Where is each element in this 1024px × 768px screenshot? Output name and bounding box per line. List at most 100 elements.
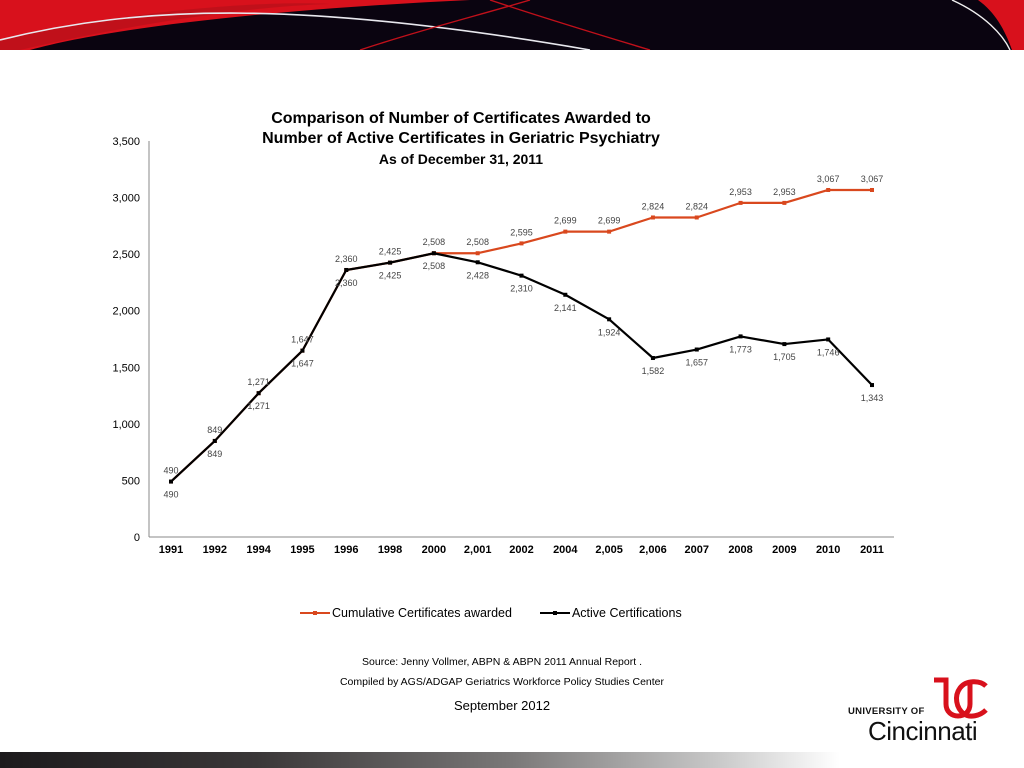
x-tick-label: 2009 xyxy=(772,544,796,556)
data-label-active: 1,657 xyxy=(685,358,708,368)
data-label-active: 1,746 xyxy=(817,347,840,357)
data-label-cumulative: 2,508 xyxy=(423,237,446,247)
x-tick-label: 1991 xyxy=(159,544,183,556)
x-tick-label: 2,006 xyxy=(639,544,667,556)
y-tick-label: 1,000 xyxy=(112,419,140,431)
data-label-active: 2,360 xyxy=(335,278,358,288)
data-point-cumulative xyxy=(870,187,874,192)
data-point-cumulative xyxy=(475,251,480,256)
logo-text-university-of: UNIVERSITY OF xyxy=(848,706,925,717)
chart-title-line-2: Number of Active Certificates in Geriatr… xyxy=(262,130,660,147)
data-label-cumulative: 2,425 xyxy=(379,247,402,257)
compiled-by-note: Compiled by AGS/ADGAP Geriatrics Workfor… xyxy=(339,676,665,688)
data-point-cumulative xyxy=(826,187,831,192)
data-point-active xyxy=(300,348,305,353)
chart-axes xyxy=(148,141,894,538)
data-point-active xyxy=(475,260,480,265)
x-tick-label: 1992 xyxy=(203,544,227,556)
data-point-cumulative xyxy=(650,215,655,220)
data-label-active: 2,425 xyxy=(379,271,402,281)
data-label-active: 1,343 xyxy=(861,393,884,403)
chart-series xyxy=(169,187,874,484)
data-point-active xyxy=(388,260,393,265)
chart-legend: Cumulative Certificates awarded Active C… xyxy=(300,606,710,620)
data-point-active xyxy=(169,479,173,484)
data-label-cumulative: 2,360 xyxy=(335,254,358,264)
data-point-cumulative xyxy=(519,241,524,246)
x-tick-label: 1995 xyxy=(290,544,314,556)
y-tick-label: 500 xyxy=(122,475,140,487)
x-tick-label: 2,005 xyxy=(595,544,623,556)
y-tick-label: 2,000 xyxy=(112,306,140,318)
legend-label-cumulative: Cumulative Certificates awarded xyxy=(332,606,512,620)
data-label-cumulative: 1,647 xyxy=(291,335,314,345)
x-tick-label: 1994 xyxy=(246,544,271,556)
y-tick-label: 1,500 xyxy=(112,362,140,374)
data-label-cumulative: 2,824 xyxy=(685,201,708,211)
data-label-cumulative: 2,953 xyxy=(773,187,796,197)
y-tick-label: 3,000 xyxy=(112,193,140,205)
y-tick-label: 3,500 xyxy=(112,136,140,148)
data-label-cumulative: 2,824 xyxy=(642,201,665,211)
data-label-active: 2,428 xyxy=(466,270,489,280)
x-tick-label: 2010 xyxy=(816,544,840,556)
uc-monogram-icon xyxy=(934,677,988,719)
y-axis-ticks: 0 500 1,000 1,500 2,000 2,500 3,000 3,500 xyxy=(112,136,140,544)
banner-swoosh-graphic xyxy=(0,0,1024,50)
data-label-active: 1,582 xyxy=(642,366,665,376)
data-point-cumulative xyxy=(694,215,699,220)
data-label-active: 1,705 xyxy=(773,352,796,362)
x-tick-label: 2011 xyxy=(860,544,884,556)
source-note: Source: Jenny Vollmer, ABPN & ABPN 2011 … xyxy=(362,656,642,668)
data-point-active xyxy=(782,342,787,347)
data-label-active: 1,773 xyxy=(729,344,752,354)
data-label-active: 1,924 xyxy=(598,327,621,337)
data-label-cumulative: 849 xyxy=(207,425,222,435)
x-axis-ticks: 1991 1992 1994 1995 1996 1998 2000 2,001 2002 200… xyxy=(159,544,884,556)
y-tick-label: 2,500 xyxy=(112,249,140,261)
x-tick-label: 2002 xyxy=(509,544,533,556)
x-tick-label: 1996 xyxy=(334,544,358,556)
x-tick-label: 2004 xyxy=(553,544,578,556)
chart-subtitle: As of December 31, 2011 xyxy=(378,151,544,167)
data-labels: 490 849 1,271 1,647 2,360 2,425 2,508 2,508 2,59… xyxy=(163,174,883,500)
date-note: September 2012 xyxy=(453,698,551,713)
data-point-active xyxy=(694,347,699,352)
logo-text-cincinnati: Cincinnati xyxy=(868,716,978,746)
data-label-active: 490 xyxy=(163,490,178,500)
x-tick-label: 2,001 xyxy=(464,544,492,556)
data-label-cumulative: 2,595 xyxy=(510,227,533,237)
y-tick-label: 0 xyxy=(134,532,140,544)
legend-label-active: Active Certifications xyxy=(571,606,682,620)
data-point-active xyxy=(826,337,831,342)
legend-swatch-active xyxy=(539,611,570,615)
header-banner xyxy=(0,0,1024,50)
data-label-active: 2,310 xyxy=(510,284,533,294)
data-label-cumulative: 2,508 xyxy=(466,237,489,247)
data-label-active: 2,508 xyxy=(423,261,446,271)
data-label-cumulative: 490 xyxy=(163,466,178,476)
x-tick-label: 2007 xyxy=(685,544,709,556)
legend-swatch-cumulative xyxy=(300,611,330,615)
data-point-active xyxy=(431,251,436,256)
legend-item-active: Active Certifications xyxy=(539,606,682,620)
data-point-cumulative xyxy=(607,229,612,234)
data-label-active: 2,141 xyxy=(554,303,577,313)
x-tick-label: 2000 xyxy=(422,544,446,556)
data-point-active xyxy=(519,273,524,278)
data-point-active xyxy=(650,356,655,361)
data-label-active: 1,271 xyxy=(247,401,270,411)
data-point-cumulative xyxy=(563,229,568,234)
data-point-cumulative xyxy=(738,200,743,205)
x-tick-label: 1998 xyxy=(378,544,402,556)
data-label-cumulative: 3,067 xyxy=(817,174,840,184)
legend-item-cumulative: Cumulative Certificates awarded xyxy=(300,606,512,620)
data-label-active: 1,647 xyxy=(291,359,314,369)
data-point-cumulative xyxy=(782,200,787,205)
data-point-active xyxy=(212,438,217,443)
data-point-active xyxy=(563,292,568,297)
data-label-cumulative: 1,271 xyxy=(247,377,270,387)
data-point-active xyxy=(256,391,261,396)
footer-gradient-bar xyxy=(0,752,1024,768)
